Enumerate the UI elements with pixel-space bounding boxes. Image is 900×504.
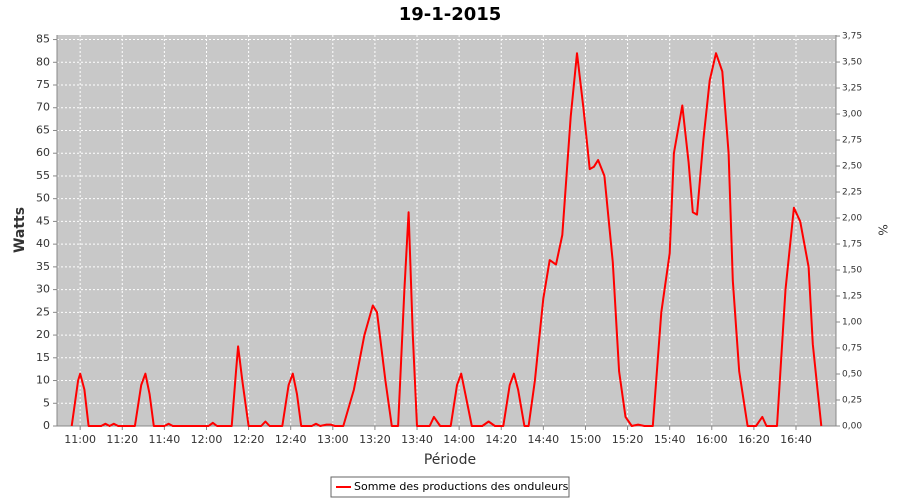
y2-tick-label: 2,75 xyxy=(842,136,862,146)
legend-box xyxy=(330,476,570,498)
y-tick-label: 25 xyxy=(36,305,50,318)
y2-tick-label: 0,25 xyxy=(842,396,862,406)
y-tick-label: 5 xyxy=(43,396,50,409)
y-tick-label: 15 xyxy=(36,351,50,364)
legend-label: Somme des productions des onduleurs xyxy=(354,480,569,493)
y2-tick-label: 1,25 xyxy=(842,292,862,302)
data-line xyxy=(70,52,823,427)
x-axis-label: Période xyxy=(424,452,476,468)
x-tick-label: 15:00 xyxy=(570,433,602,446)
y2-tick-label: 2,25 xyxy=(842,188,862,198)
x-tick-label: 16:00 xyxy=(696,433,728,446)
y2-tick-label: 2,50 xyxy=(842,162,862,172)
y-tick-label: 50 xyxy=(36,192,50,205)
y2-tick-label: 3,00 xyxy=(842,110,862,120)
y-tick-label: 85 xyxy=(36,33,50,46)
x-tick-label: 11:00 xyxy=(64,433,96,446)
y2-tick-label: 3,75 xyxy=(842,32,862,42)
x-tick-label: 13:00 xyxy=(317,433,349,446)
y-tick-label: 80 xyxy=(36,55,50,68)
y-tick-label: 55 xyxy=(36,169,50,182)
y-tick-label: 35 xyxy=(36,260,50,273)
y2-tick-label: 1,00 xyxy=(842,318,862,328)
x-tick-label: 14:20 xyxy=(485,433,517,446)
y-tick-label: 20 xyxy=(36,328,50,341)
x-tick-label: 16:20 xyxy=(738,433,770,446)
x-tick-label: 14:40 xyxy=(527,433,559,446)
x-tick-label: 14:00 xyxy=(443,433,475,446)
y-tick-label: 10 xyxy=(36,374,50,387)
y2-tick-label: 1,75 xyxy=(842,240,862,250)
x-tick-label: 13:40 xyxy=(401,433,433,446)
x-tick-label: 12:40 xyxy=(275,433,307,446)
plot-area xyxy=(57,35,836,426)
y-tick-label: 30 xyxy=(36,283,50,296)
y2-tick-label: 3,25 xyxy=(842,84,862,94)
y-tick-label: 70 xyxy=(36,101,50,114)
x-tick-label: 15:20 xyxy=(612,433,644,446)
x-tick-label: 12:00 xyxy=(191,433,223,446)
y2-tick-label: 0,00 xyxy=(842,422,862,432)
y-tick-label: 65 xyxy=(36,123,50,136)
y2-tick-label: 3,50 xyxy=(842,58,862,68)
y-tick-label: 45 xyxy=(36,214,50,227)
y-tick-label: 60 xyxy=(36,146,50,159)
x-tick-label: 11:40 xyxy=(149,433,181,446)
x-tick-label: 11:20 xyxy=(106,433,138,446)
y-tick-label: 40 xyxy=(36,237,50,250)
y-tick-label: 0 xyxy=(43,419,50,432)
chart-title: 19-1-2015 xyxy=(399,4,502,25)
y2-axis-label: % xyxy=(876,224,890,235)
x-tick-label: 13:20 xyxy=(359,433,391,446)
x-tick-label: 12:20 xyxy=(233,433,265,446)
y2-tick-label: 1,50 xyxy=(842,266,862,276)
x-tick-label: 16:40 xyxy=(780,433,812,446)
y2-tick-label: 0,75 xyxy=(842,344,862,354)
y-tick-label: 75 xyxy=(36,78,50,91)
y2-tick-label: 2,00 xyxy=(842,214,862,224)
y-axis-label: Watts xyxy=(12,207,28,253)
y2-tick-label: 0,50 xyxy=(842,370,862,380)
x-tick-label: 15:40 xyxy=(654,433,686,446)
